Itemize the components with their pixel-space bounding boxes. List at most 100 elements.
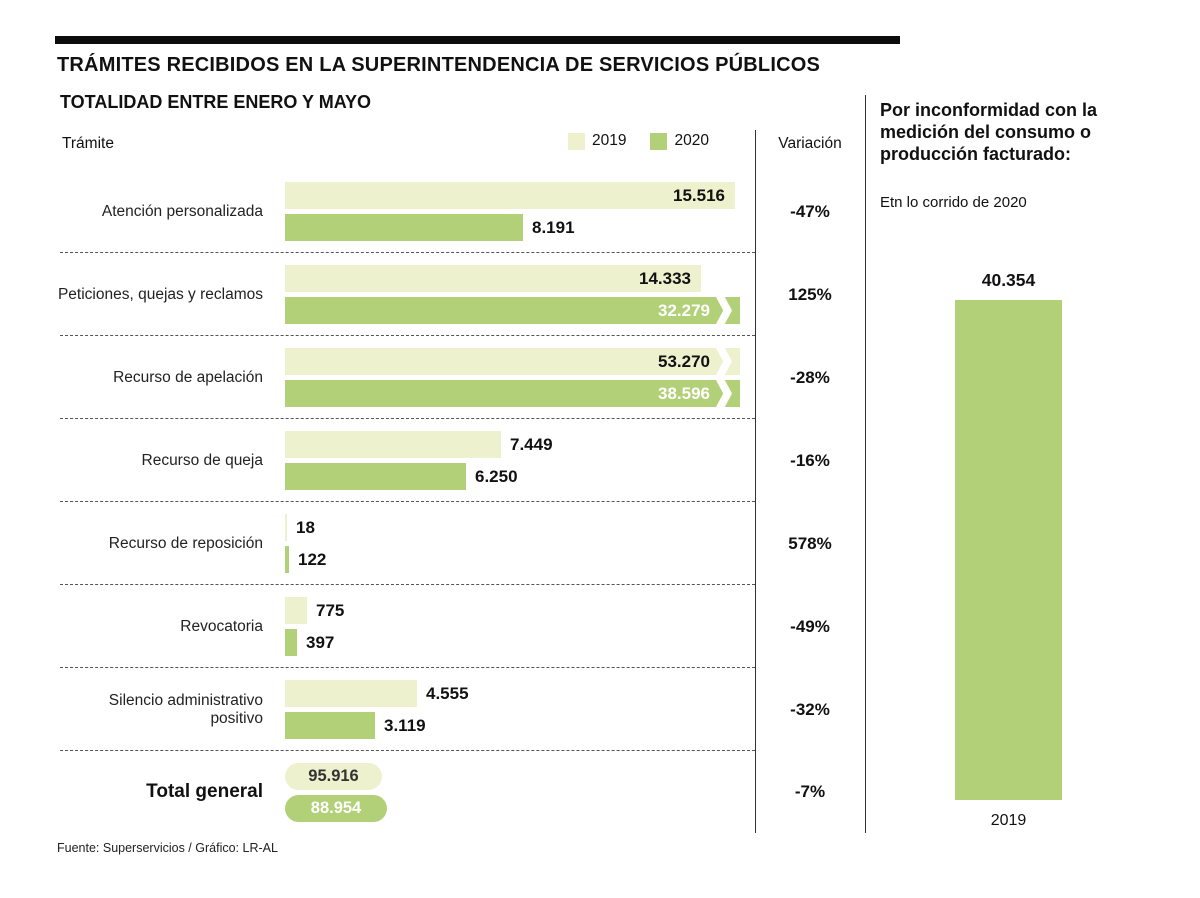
bar-value-2020: 32.279 [658,300,710,320]
bar-value-2019: 775 [316,600,345,620]
bar-value-2019: 18 [296,517,315,537]
bar-2020 [285,629,297,656]
legend-item-2019: 2019 [568,132,626,150]
bar-2019 [285,514,287,541]
side-panel-title: Por inconformidad con la medición del co… [880,100,1098,164]
row-variation: -16% [790,450,830,470]
table-row: Recurso de reposición 18 122 578% [55,502,865,585]
bar-break-icon [716,297,732,324]
rows: Atención personalizada 15.516 8.191 -47% Pet… [55,170,865,751]
bar-value-2019: 53.270 [658,351,710,371]
bar-2020 [285,297,740,324]
variation-column-divider [755,130,756,833]
bar-line-2020: 32.279 [285,297,755,324]
bar-2019 [285,680,417,707]
row-variation: -28% [790,367,830,387]
bar-line-2019: 7.449 [285,431,755,458]
side-panel-divider [865,95,866,833]
total-value-2019: 95.916 [308,766,359,785]
bar-line-2020: 122 [285,546,755,573]
total-pill-2020: 88.954 [285,794,387,822]
bar-value-2020: 122 [298,549,327,569]
row-variation: -49% [790,616,830,636]
row-bars: 53.270 38.596 [285,348,755,407]
bar-2019 [285,265,701,292]
table-row: Atención personalizada 15.516 8.191 -47% [55,170,865,253]
table-row: Recurso de queja 7.449 6.250 -16% [55,419,865,502]
top-rule [55,36,900,44]
bar-line-2019: 4.555 [285,680,755,707]
bar-break-icon [716,348,732,375]
bar-value-2019: 14.333 [639,268,691,288]
bar-value-2020: 397 [306,632,335,652]
bar-2019 [285,597,307,624]
bar-value-2020: 38.596 [658,383,710,403]
bar-break-icon [716,380,732,407]
table-row: Revocatoria 775 397 -49% [55,585,865,668]
total-row: Total general 95.916 88.954 -7% [55,751,865,833]
total-label: Total general [146,781,263,802]
row-bars: 7.449 6.250 [285,431,755,490]
row-bars: 15.516 8.191 [285,182,755,241]
page-subtitle: TOTALIDAD ENTRE ENERO Y MAYO [60,92,372,112]
bar-value-2020: 3.119 [384,715,426,735]
bar-2019 [285,182,735,209]
bar-line-2020: 8.191 [285,214,755,241]
bar-line-2020: 397 [285,629,755,656]
row-label: Recurso de apelación [113,368,263,386]
page-title: TRÁMITES RECIBIDOS EN LA SUPERINTENDENCI… [57,54,821,76]
source-credit: Fuente: Superservicios / Gráfico: LR-AL [57,841,278,855]
legend-item-2020: 2020 [650,132,709,150]
row-label: Atención personalizada [101,202,263,220]
total-pill-2019: 95.916 [285,762,382,790]
row-bars: 4.555 3.119 [285,680,755,739]
column-header-tramite: Trámite [62,135,114,152]
row-label: Recurso de queja [141,451,264,469]
bar-2019 [285,431,501,458]
row-variation: 125% [788,284,832,304]
legend-label-2020: 2020 [674,132,709,149]
bar-2020 [285,712,375,739]
bar-2020 [285,380,740,407]
table-row: Recurso de apelación 53.270 38.596 -28% [55,336,865,419]
bar-line-2019: 14.333 [285,265,755,292]
bar-line-2019: 18 [285,514,755,541]
table-row: Silencio administrativo positivo 4.555 3.1… [55,668,865,751]
row-variation: -47% [790,201,830,221]
bar-value-2019: 7.449 [510,434,553,454]
bar-line-2020: 6.250 [285,463,755,490]
row-bars: 775 397 [285,597,755,656]
row-label: Silencio administrativo positivo [108,691,263,727]
row-label: Recurso de reposición [108,534,263,552]
row-bars: 18 122 [285,514,755,573]
bar-2020 [285,463,466,490]
legend-swatch-2020-icon [650,132,668,150]
bar-line-2019: 53.270 [285,348,755,375]
column-header-variacion: Variación [778,135,842,152]
total-value-2020: 88.954 [310,798,362,817]
side-bar-category: 2019 [990,812,1027,829]
row-bars: 14.333 32.279 [285,265,755,324]
bar-line-2020: 3.119 [285,712,755,739]
bar-value-2020: 8.191 [532,217,575,237]
total-variation: -7% [794,782,826,801]
row-label: Revocatoria [180,617,263,635]
legend-label-2019: 2019 [592,132,627,149]
bar-value-2019: 15.516 [673,185,725,205]
bar-2020 [285,214,523,241]
row-label: Peticiones, quejas y reclamos [57,285,263,303]
legend: 2019 2020 [568,132,709,150]
bar-2020 [285,546,289,573]
row-variation: -32% [790,699,830,719]
bar-2019 [285,348,740,375]
legend-swatch-2019-icon [568,132,585,150]
bar-line-2019: 15.516 [285,182,755,209]
row-variation: 578% [788,533,832,553]
bar-line-2020: 38.596 [285,380,755,407]
side-panel-subtitle: Etn lo corrido de 2020 [880,194,1027,211]
bar-value-2020: 6.250 [475,466,518,486]
side-bar-value: 40.354 [981,270,1036,290]
bar-value-2019: 4.555 [426,683,469,703]
bar-line-2019: 775 [285,597,755,624]
table-row: Peticiones, quejas y reclamos 14.333 32.27… [55,253,865,336]
